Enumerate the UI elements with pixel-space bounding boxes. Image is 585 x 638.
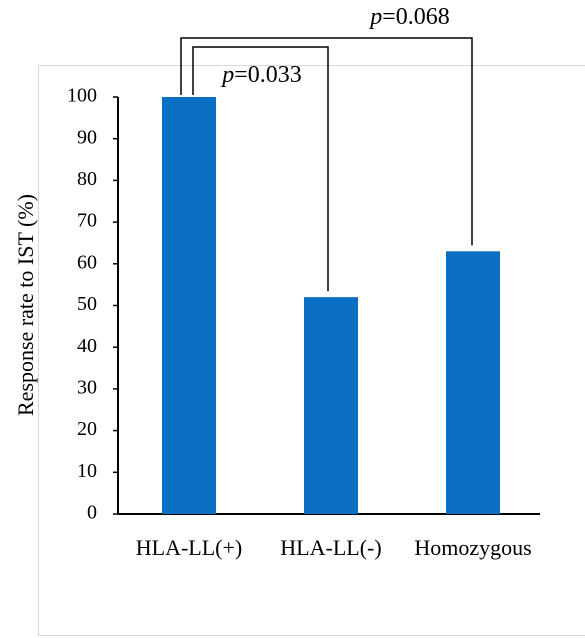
y-tick-label: 0 <box>87 502 97 524</box>
y-tick-label: 40 <box>77 335 97 357</box>
bar <box>304 297 358 514</box>
y-tick-label: 30 <box>77 376 97 398</box>
y-tick-label: 70 <box>77 210 97 232</box>
y-axis-label: Response rate to IST (%) <box>13 194 38 416</box>
x-tick-label: HLA-LL(-) <box>280 535 381 560</box>
bar <box>162 97 216 514</box>
p-value-annotation: p=0.033 <box>220 62 302 88</box>
y-tick-label: 60 <box>77 251 97 273</box>
y-tick-label: 10 <box>77 460 97 482</box>
plot-frame <box>38 65 585 636</box>
bar <box>446 251 500 515</box>
y-tick-label: 100 <box>67 85 97 107</box>
x-tick-label: Homozygous <box>414 535 531 560</box>
significance-bracket <box>180 37 473 246</box>
p-value-annotation: p=0.068 <box>368 4 450 30</box>
significance-bracket <box>192 46 329 292</box>
y-tick-label: 80 <box>77 168 97 190</box>
y-tick-label: 90 <box>77 126 97 148</box>
y-tick-label: 20 <box>77 418 97 440</box>
x-tick-label: HLA-LL(+) <box>136 535 242 560</box>
y-tick-label: 50 <box>77 293 97 315</box>
